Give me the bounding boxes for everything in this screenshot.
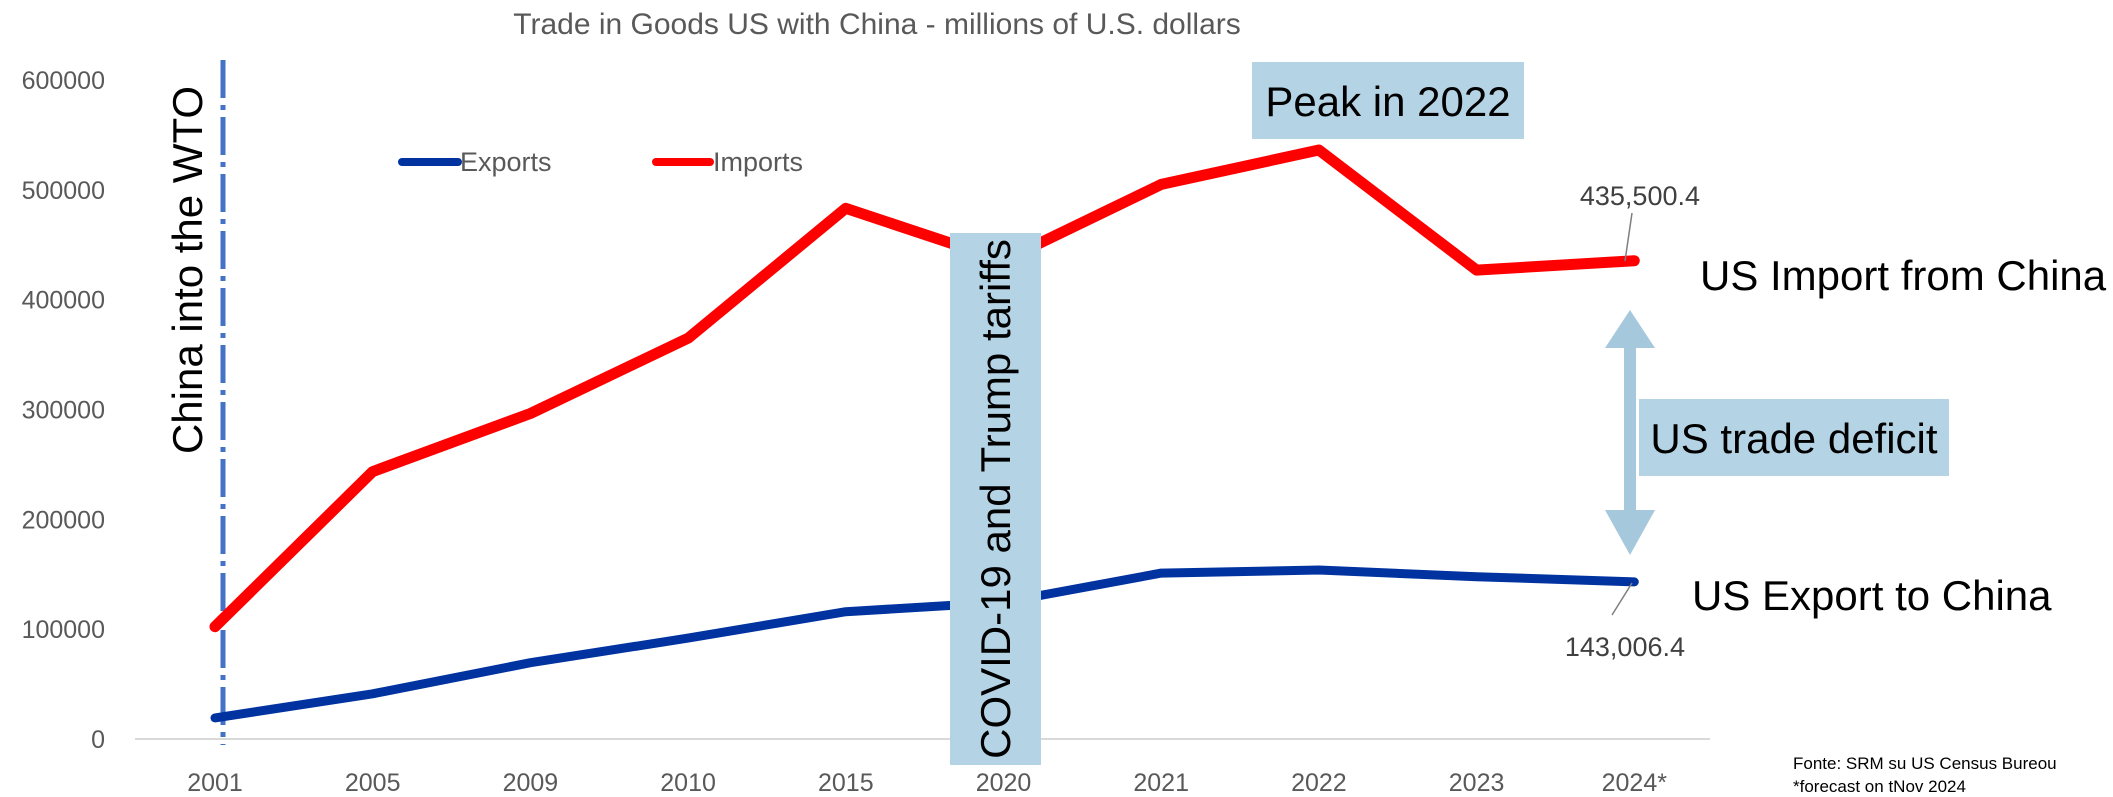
y-tick-label: 500000: [22, 177, 105, 205]
x-tick-label: 2015: [818, 769, 874, 797]
deficit-arrow: [1605, 310, 1655, 555]
export-leader-line: [1611, 582, 1633, 616]
legend: Exports Imports: [398, 147, 803, 177]
source-line-1: Fonte: SRM su US Census Bureou: [1793, 754, 2057, 773]
export-side-label: US Export to China: [1692, 572, 2052, 619]
legend-label-exports: Exports: [460, 147, 552, 177]
import-side-label: US Import from China: [1700, 252, 2107, 299]
deficit-label: US trade deficit: [1650, 415, 1937, 462]
x-tick-label: 2010: [660, 769, 716, 797]
x-tick-label: 2005: [345, 769, 401, 797]
covid-label: COVID-19 and Trump tariffs: [972, 239, 1019, 759]
y-tick-label: 200000: [22, 506, 105, 534]
legend-label-imports: Imports: [713, 147, 803, 177]
covid-box: [950, 233, 1041, 765]
x-tick-label: 2020: [976, 769, 1032, 797]
x-axis: 2001 2005 2009 2010 2015 2020 2021 2022 2023 2024…: [187, 769, 1667, 797]
import-leader-line: [1624, 212, 1633, 262]
y-tick-label: 600000: [22, 67, 105, 95]
wto-label: China into the WTO: [164, 86, 211, 454]
x-tick-label: 2023: [1449, 769, 1505, 797]
peak-box: [1252, 62, 1524, 139]
source-line-2: *forecast on tNov 2024: [1793, 777, 1966, 796]
x-tick-label: 2009: [503, 769, 559, 797]
y-tick-label: 400000: [22, 287, 105, 315]
y-tick-label: 0: [91, 726, 105, 754]
series-group: [209, 144, 1640, 723]
deficit-box: [1639, 399, 1949, 476]
x-tick-label: 2024*: [1602, 769, 1668, 797]
export-value-label: 143,006.4: [1565, 632, 1685, 662]
x-tick-label: 2001: [187, 769, 243, 797]
peak-label: Peak in 2022: [1265, 78, 1510, 125]
chart-title: Trade in Goods US with China - millions …: [513, 8, 1241, 41]
series-line-imports: [209, 144, 1640, 633]
y-tick-label: 100000: [22, 616, 105, 644]
series-line-exports: [210, 565, 1639, 723]
y-axis: 0 100000 200000 300000 400000 500000 600000: [22, 67, 105, 754]
x-tick-label: 2022: [1291, 769, 1347, 797]
x-tick-label: 2021: [1133, 769, 1189, 797]
import-value-label: 435,500.4: [1580, 181, 1700, 211]
y-tick-label: 300000: [22, 397, 105, 425]
